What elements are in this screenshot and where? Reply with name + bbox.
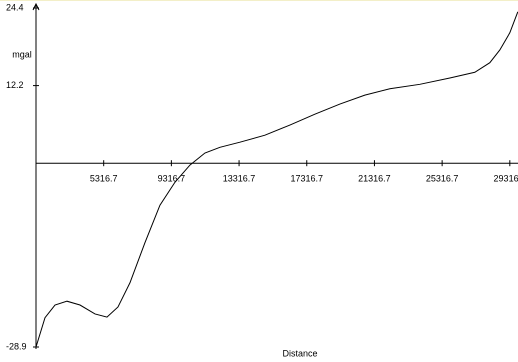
- y-tick-label: 24.4: [6, 2, 24, 12]
- y-axis-label: mgal: [12, 49, 32, 59]
- x-tick-label: 13316.7: [223, 174, 256, 184]
- line-series: [35, 11, 518, 348]
- x-tick-label: 9316.7: [158, 174, 186, 184]
- x-tick-label: 17316.7: [290, 174, 323, 184]
- x-axis-label: Distance: [282, 348, 317, 358]
- x-tick-label: 21316.7: [358, 174, 391, 184]
- y-tick-label: -28.9: [6, 341, 27, 351]
- x-tick-label: 29316.7: [494, 174, 518, 184]
- y-tick-label: 12.2: [6, 80, 24, 90]
- x-tick-label: 5316.7: [90, 174, 118, 184]
- x-tick-label: 25316.7: [426, 174, 459, 184]
